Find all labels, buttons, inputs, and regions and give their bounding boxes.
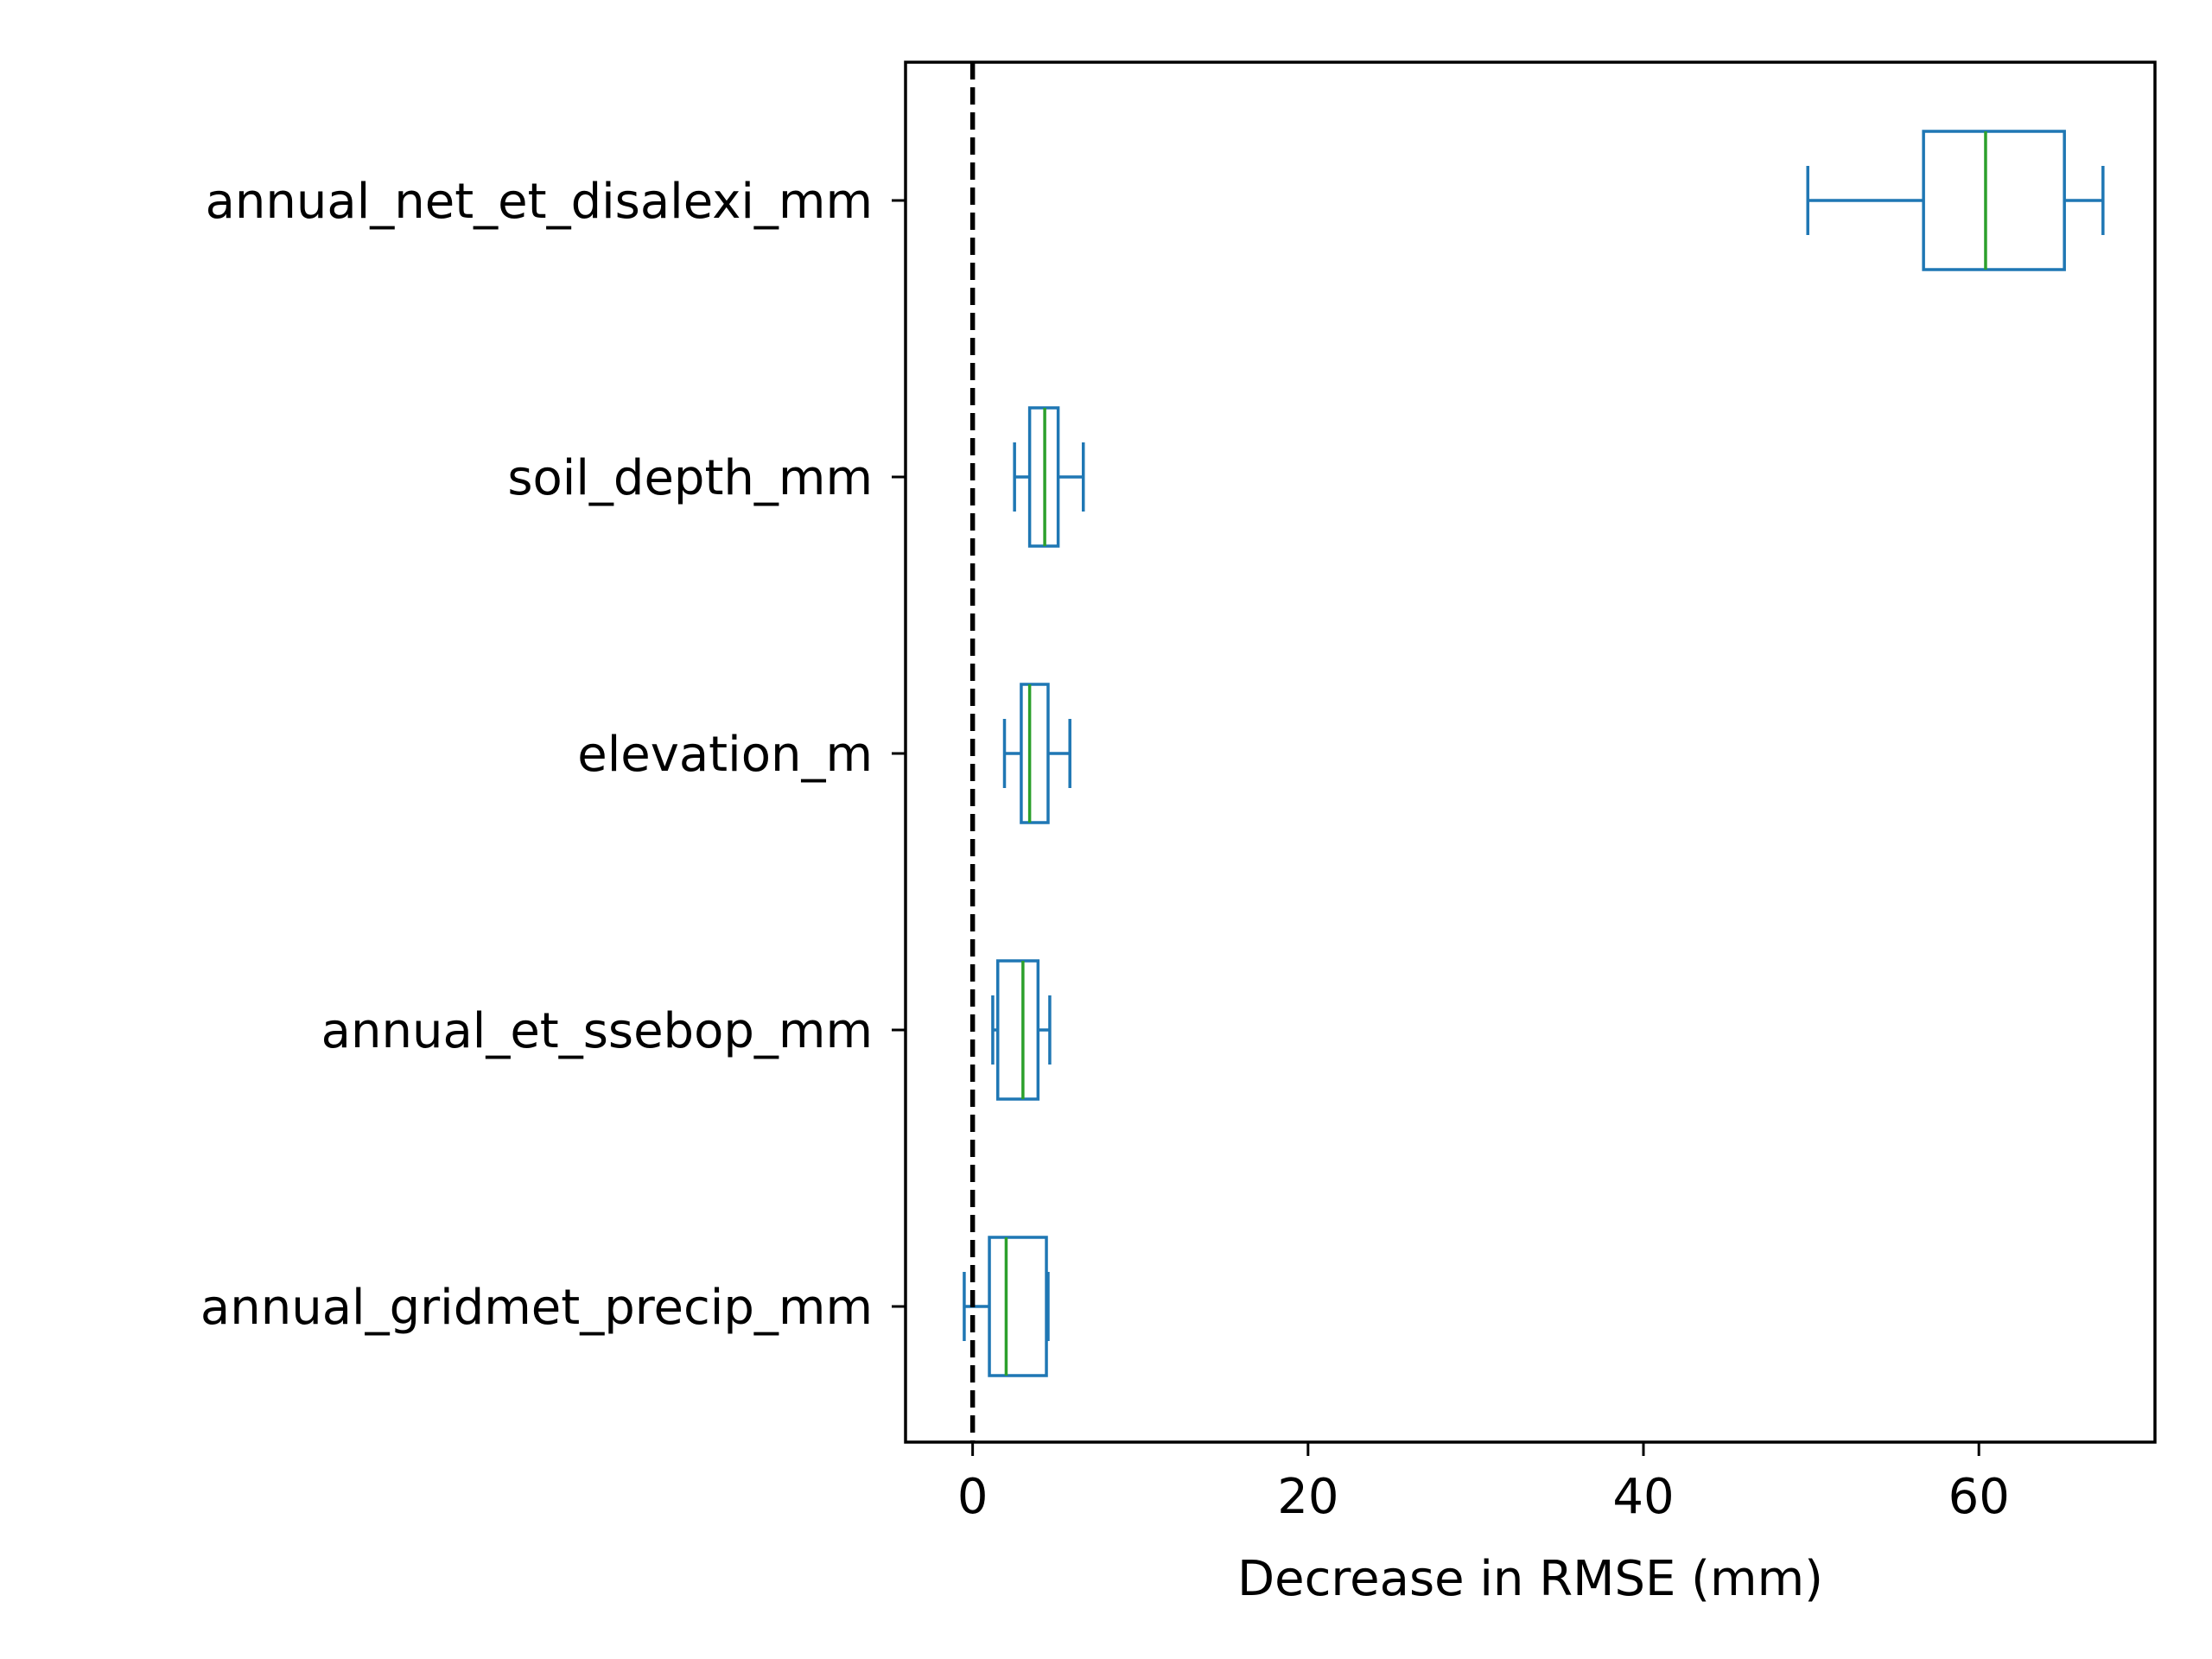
category-label: annual_et_ssebop_mm (321, 1003, 873, 1059)
box-plot-soil_depth_mm (1013, 406, 1085, 548)
x-tick-label: 0 (957, 1469, 988, 1525)
box-plot-annual_net_et_disalexi_mm (1806, 130, 2105, 271)
category-label: soil_depth_mm (507, 450, 873, 506)
iqr-box (1020, 683, 1050, 824)
box-plot-annual_et_ssebop_mm (991, 959, 1052, 1101)
iqr-box (988, 1236, 1048, 1377)
x-axis: 0 20 40 60 (957, 1442, 2010, 1525)
x-axis-title: Decrease in RMSE (mm) (1237, 1551, 1823, 1607)
box-plot-elevation_m (1002, 683, 1071, 824)
x-tick-label: 60 (1948, 1469, 2010, 1525)
category-label: elevation_m (577, 727, 873, 783)
y-axis: annual_net_et_disalexi_mm soil_depth_mmel… (200, 174, 906, 1336)
iqr-box (996, 959, 1040, 1101)
category-label: annual_gridmet_precip_mm (200, 1280, 873, 1336)
category-label: annual_net_et_disalexi_mm (206, 174, 873, 230)
iqr-box (1922, 130, 2066, 271)
plot-layer (963, 62, 2105, 1442)
x-tick-label: 20 (1277, 1469, 1338, 1525)
x-tick-label: 40 (1612, 1469, 1674, 1525)
box-plot-annual_gridmet_precip_mm (963, 1236, 1050, 1377)
